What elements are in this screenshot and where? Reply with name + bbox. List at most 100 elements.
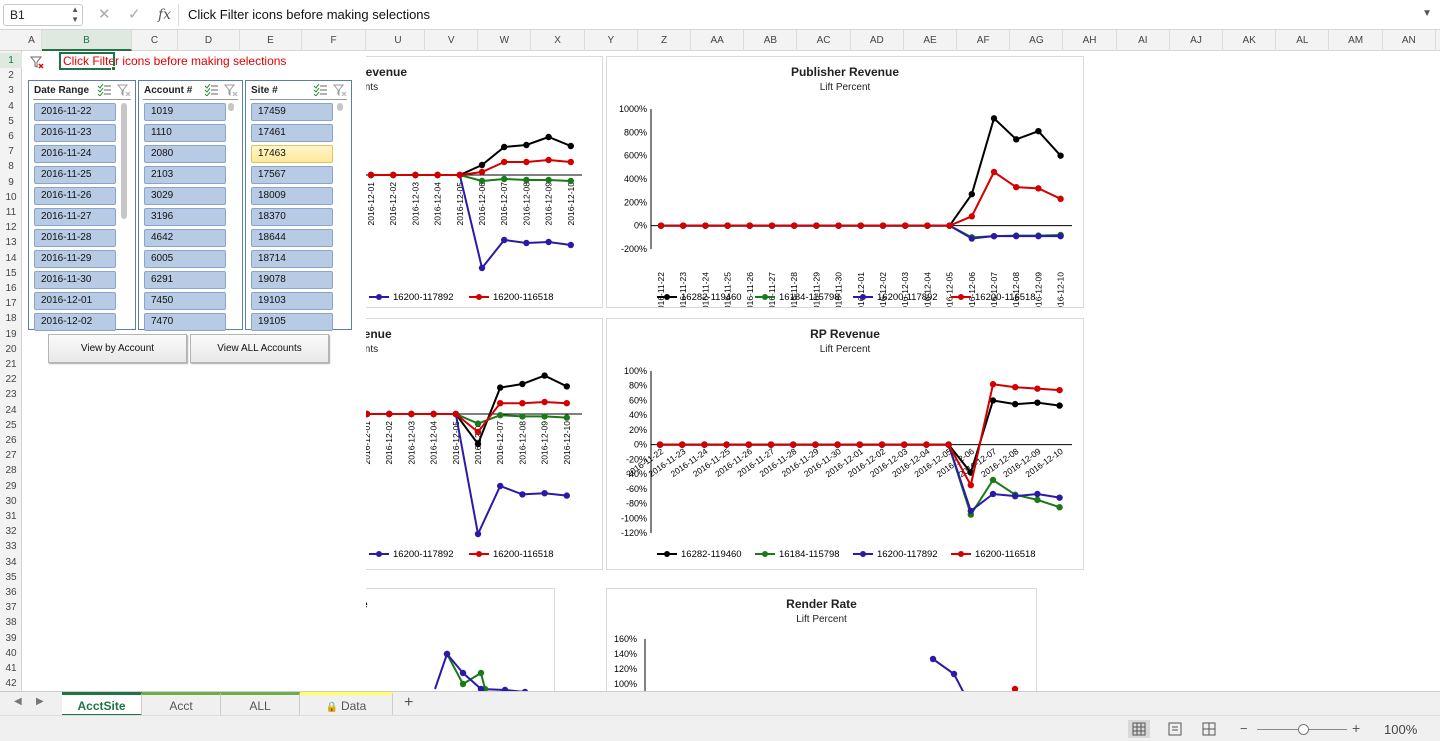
row-header-27[interactable]: 27 <box>5 450 17 462</box>
cancel-icon[interactable]: ✕ <box>98 6 111 23</box>
slicer-item[interactable]: 2016-11-27 <box>34 208 116 226</box>
column-header-ad[interactable]: AD <box>851 30 904 51</box>
slicer-item[interactable]: 2016-11-25 <box>34 166 116 184</box>
chart-6[interactable]: Render Rate Lift Percent 160% 140% 120% 100% <box>606 588 1037 691</box>
slicer-item[interactable]: 2016-12-01 <box>34 292 116 310</box>
row-header-21[interactable]: 21 <box>5 359 17 370</box>
row-header-25[interactable]: 25 <box>5 419 17 431</box>
slicer-scrollbar[interactable] <box>228 103 234 111</box>
zoom-out-icon[interactable]: − <box>1240 721 1248 736</box>
view-all-accounts-button[interactable]: View ALL Accounts <box>190 334 329 363</box>
row-header-1[interactable]: 1 <box>0 53 22 68</box>
slicer-item[interactable]: 2016-11-30 <box>34 271 116 289</box>
sheet-tab-data[interactable]: 🔒 Data <box>300 692 393 716</box>
row-header-2[interactable]: 2 <box>8 70 14 82</box>
row-header-4[interactable]: 4 <box>8 100 14 112</box>
slicer-item[interactable]: 6291 <box>144 271 226 289</box>
column-header-d[interactable]: D <box>178 30 240 51</box>
slicer-item[interactable]: 3196 <box>144 208 226 226</box>
slicer-item[interactable]: 2016-11-28 <box>34 229 116 247</box>
column-header-al[interactable]: AL <box>1276 30 1330 51</box>
slicer-item[interactable]: 7470 <box>144 313 226 331</box>
normal-view-icon[interactable] <box>1128 720 1150 738</box>
row-header-5[interactable]: 5 <box>8 115 14 127</box>
confirm-icon[interactable]: ✓ <box>128 6 141 23</box>
slicer-item[interactable]: 18644 <box>251 229 333 247</box>
page-layout-icon[interactable] <box>1164 720 1186 738</box>
row-header-17[interactable]: 17 <box>5 298 17 310</box>
slicer-item[interactable]: 17459 <box>251 103 333 121</box>
insert-function-icon[interactable]: fx <box>158 7 172 23</box>
column-header-u[interactable]: U <box>372 30 425 51</box>
row-header-42[interactable]: 42 <box>5 678 17 690</box>
multi-select-icon[interactable] <box>313 84 327 96</box>
row-header-30[interactable]: 30 <box>5 495 17 507</box>
row-header-12[interactable]: 12 <box>5 222 17 234</box>
row-header-41[interactable]: 41 <box>5 663 17 674</box>
row-header-37[interactable]: 37 <box>5 602 17 614</box>
column-header-v[interactable]: V <box>425 30 479 51</box>
view-by-account-button[interactable]: View by Account <box>48 334 187 363</box>
row-header-39[interactable]: 39 <box>5 632 17 644</box>
column-header-ak[interactable]: AK <box>1223 30 1277 51</box>
row-header-6[interactable]: 6 <box>8 131 14 142</box>
column-header-ae[interactable]: AE <box>904 30 957 51</box>
slicer-item[interactable]: 1019 <box>144 103 226 121</box>
slicer-item[interactable]: 18714 <box>251 250 333 268</box>
row-header-32[interactable]: 32 <box>5 526 17 538</box>
row-header-13[interactable]: 13 <box>5 237 17 249</box>
row-header-8[interactable]: 8 <box>8 161 14 173</box>
column-header-ai[interactable]: AI <box>1117 30 1170 51</box>
row-header-40[interactable]: 40 <box>5 647 17 659</box>
clear-slicer-filter-icon[interactable] <box>224 84 238 96</box>
column-header-c[interactable]: C <box>132 30 178 51</box>
slicer-item[interactable]: 1110 <box>144 124 226 142</box>
row-header-14[interactable]: 14 <box>5 252 17 264</box>
slicer-item[interactable]: 2080 <box>144 145 226 163</box>
slicer-item[interactable]: 7450 <box>144 292 226 310</box>
row-header-38[interactable]: 38 <box>5 617 17 629</box>
column-header-f[interactable]: F <box>302 30 366 51</box>
slicer-scrollbar[interactable] <box>337 103 343 111</box>
row-header-23[interactable]: 23 <box>5 389 17 401</box>
row-header-20[interactable]: 20 <box>5 343 17 355</box>
row-header-7[interactable]: 7 <box>8 146 14 158</box>
slicer-item[interactable]: 2016-11-24 <box>34 145 116 163</box>
row-header-36[interactable]: 36 <box>5 587 17 598</box>
multi-select-icon[interactable] <box>204 84 218 96</box>
sheet-tab-all[interactable]: ALL <box>221 692 300 716</box>
page-break-icon[interactable] <box>1198 720 1220 738</box>
row-header-31[interactable]: 31 <box>5 511 17 522</box>
row-header-28[interactable]: 28 <box>5 465 17 477</box>
slicer-item[interactable]: 19103 <box>251 292 333 310</box>
row-header-10[interactable]: 10 <box>5 191 17 203</box>
fill-handle[interactable] <box>111 66 116 71</box>
slicer-item[interactable]: 19105 <box>251 313 333 331</box>
slicer-item[interactable]: 2016-11-26 <box>34 187 116 205</box>
column-header-y[interactable]: Y <box>585 30 638 51</box>
zoom-slider-knob[interactable] <box>1298 724 1309 735</box>
column-header-am[interactable]: AM <box>1330 30 1383 51</box>
row-header-9[interactable]: 9 <box>8 176 14 188</box>
row-header-33[interactable]: 33 <box>5 541 17 553</box>
chart-5[interactable]: te <box>366 588 555 691</box>
column-header-af[interactable]: AF <box>957 30 1011 51</box>
row-header-26[interactable]: 26 <box>5 435 17 446</box>
slicer-item[interactable]: 2016-11-23 <box>34 124 116 142</box>
row-header-22[interactable]: 22 <box>5 374 17 386</box>
column-header-ac[interactable]: AC <box>798 30 851 51</box>
chart-1[interactable]: Revenueoints2016-12-012016-12-022016-12-… <box>366 56 603 308</box>
formula-expand-icon[interactable]: ▼ <box>1422 8 1432 19</box>
tab-prev-icon[interactable]: ◀ <box>14 696 22 707</box>
row-header-35[interactable]: 35 <box>5 571 17 583</box>
clear-filter-icon[interactable] <box>30 55 44 69</box>
slicer-item[interactable]: 2016-11-29 <box>34 250 116 268</box>
chart-2[interactable]: Publisher Revenue Lift Percent 1000% 800% 60… <box>606 56 1084 308</box>
sheet-tab-acctsite[interactable]: AcctSite <box>62 692 142 716</box>
column-header-an[interactable]: AN <box>1383 30 1436 51</box>
slicer-item[interactable]: 6005 <box>144 250 226 268</box>
row-header-19[interactable]: 19 <box>5 328 17 340</box>
sheet-tab-acct[interactable]: Acct <box>142 692 221 716</box>
slicer-item[interactable]: 17463 <box>251 145 333 163</box>
column-header-aa[interactable]: AA <box>691 30 745 51</box>
